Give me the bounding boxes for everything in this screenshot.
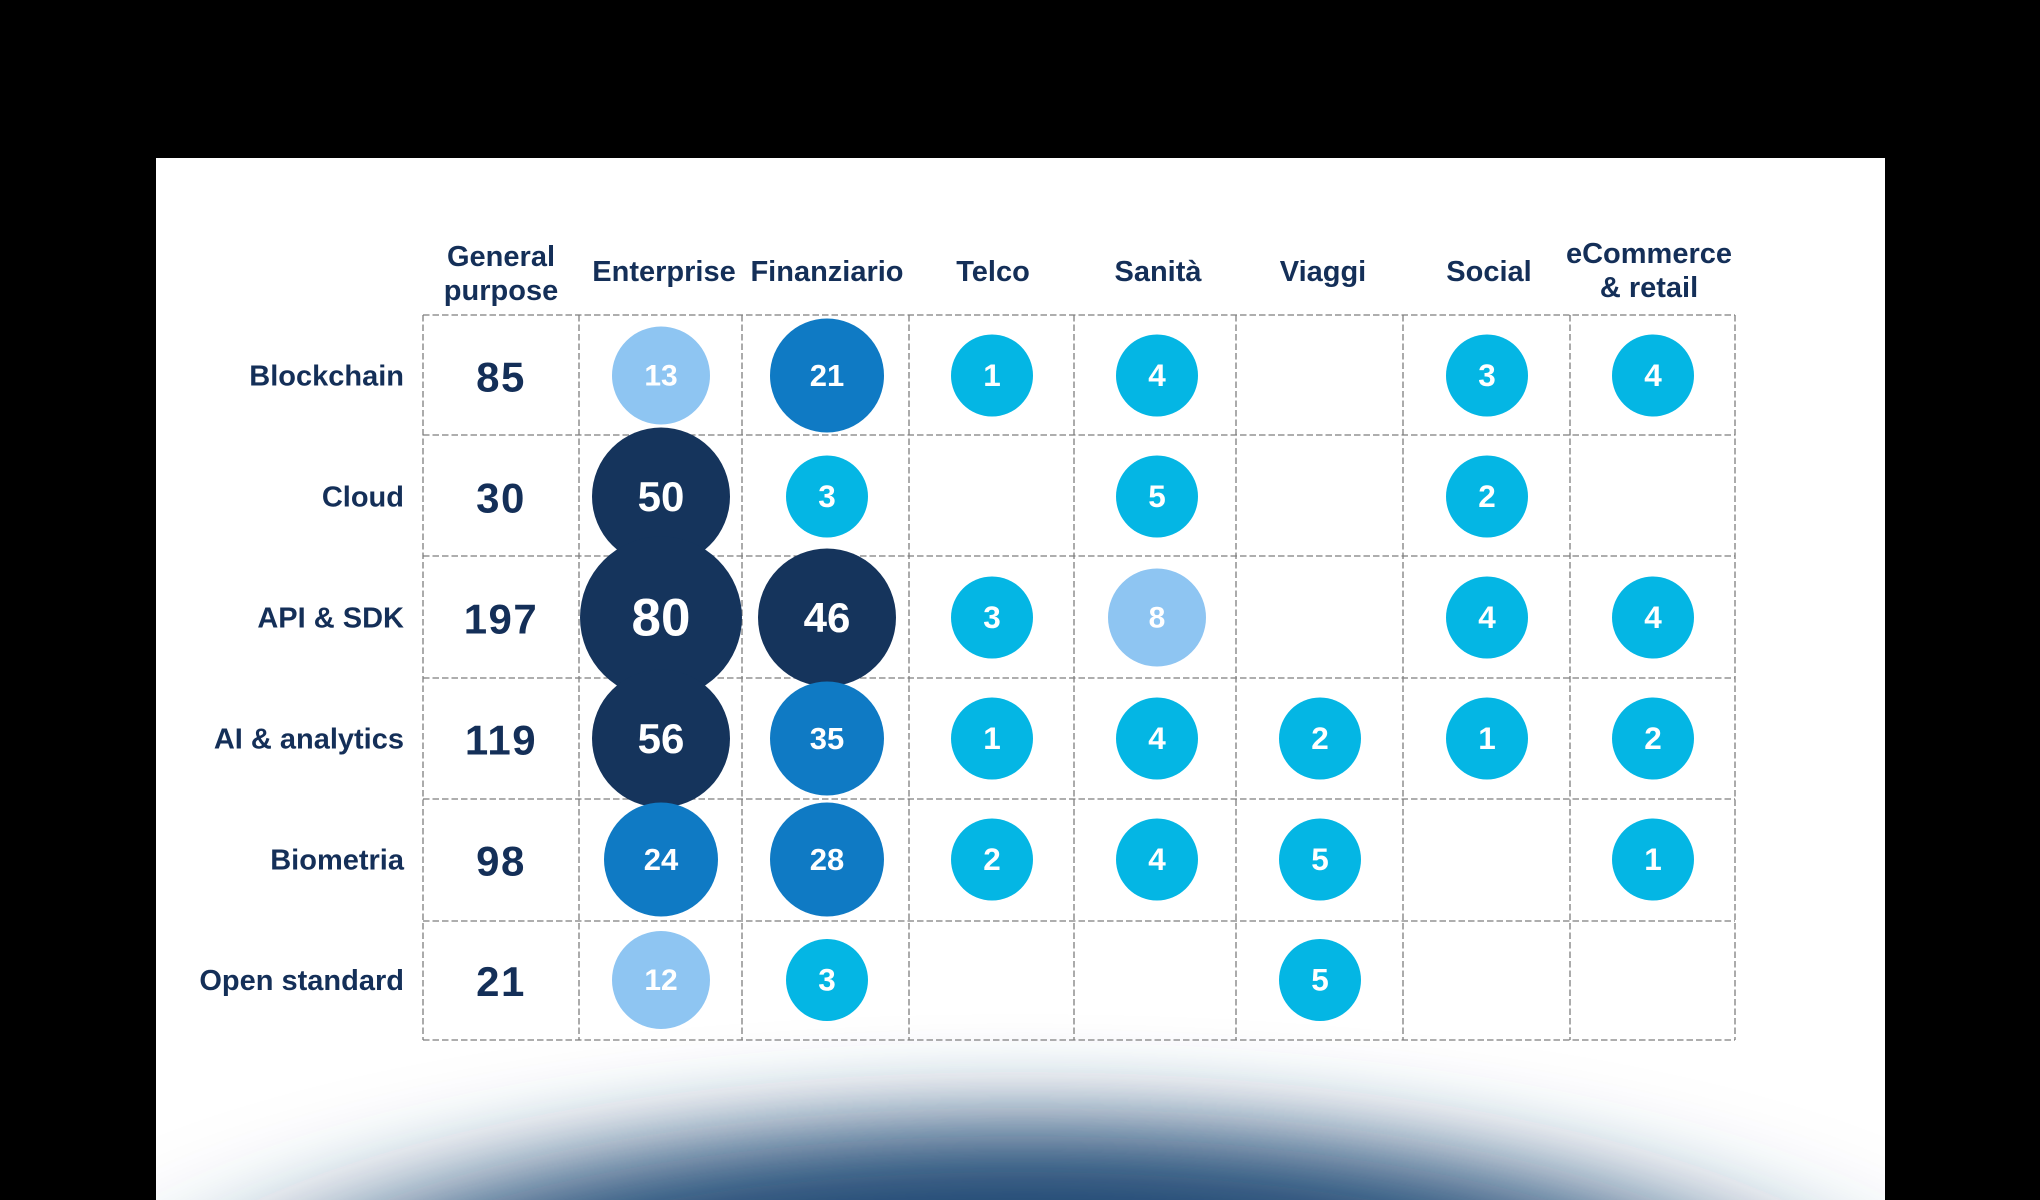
svg-text:General: General [447, 241, 555, 273]
svg-text:Social: Social [1446, 256, 1531, 288]
svg-text:46: 46 [804, 594, 851, 641]
svg-text:Open standard: Open standard [199, 965, 404, 997]
svg-text:4: 4 [1644, 599, 1662, 635]
svg-text:2: 2 [1478, 478, 1496, 514]
svg-text:13: 13 [644, 360, 677, 393]
svg-text:Enterprise: Enterprise [592, 256, 735, 288]
svg-text:3: 3 [1478, 357, 1496, 393]
svg-text:& retail: & retail [1600, 272, 1698, 304]
svg-text:2: 2 [983, 841, 1001, 877]
svg-text:21: 21 [476, 958, 526, 1005]
svg-text:28: 28 [810, 842, 844, 877]
svg-text:3: 3 [983, 599, 1001, 635]
svg-text:5: 5 [1311, 841, 1329, 877]
svg-text:197: 197 [464, 596, 539, 643]
svg-text:80: 80 [632, 588, 691, 647]
svg-text:Telco: Telco [956, 256, 1030, 288]
svg-text:21: 21 [810, 358, 844, 393]
svg-text:85: 85 [476, 354, 526, 401]
svg-text:1: 1 [983, 357, 1001, 393]
svg-text:2: 2 [1311, 720, 1329, 756]
svg-text:2: 2 [1644, 720, 1662, 756]
svg-text:4: 4 [1148, 720, 1166, 756]
svg-text:API & SDK: API & SDK [257, 603, 404, 635]
svg-text:Viaggi: Viaggi [1280, 256, 1367, 288]
svg-text:Blockchain: Blockchain [249, 361, 404, 393]
svg-text:Sanità: Sanità [1114, 256, 1202, 288]
svg-text:3: 3 [818, 478, 836, 514]
svg-text:eCommerce: eCommerce [1566, 238, 1732, 270]
svg-text:4: 4 [1478, 599, 1496, 635]
svg-text:24: 24 [644, 842, 679, 877]
svg-text:AI & analytics: AI & analytics [214, 724, 404, 756]
svg-text:56: 56 [638, 715, 685, 762]
svg-text:119: 119 [465, 717, 537, 764]
svg-text:30: 30 [476, 475, 526, 522]
svg-text:1: 1 [1478, 720, 1496, 756]
svg-text:35: 35 [810, 721, 844, 756]
svg-text:4: 4 [1148, 841, 1166, 877]
svg-text:4: 4 [1148, 357, 1166, 393]
svg-text:4: 4 [1644, 357, 1662, 393]
svg-text:Cloud: Cloud [322, 482, 404, 514]
svg-text:98: 98 [476, 838, 526, 885]
svg-text:1: 1 [983, 720, 1001, 756]
svg-text:50: 50 [638, 473, 685, 520]
svg-text:purpose: purpose [444, 275, 558, 307]
svg-text:8: 8 [1149, 602, 1166, 635]
svg-text:Finanziario: Finanziario [750, 256, 903, 288]
svg-text:1: 1 [1644, 841, 1662, 877]
svg-text:5: 5 [1311, 962, 1329, 998]
svg-text:12: 12 [644, 964, 677, 997]
svg-text:5: 5 [1148, 478, 1166, 514]
svg-text:Biometria: Biometria [270, 845, 405, 877]
svg-text:3: 3 [818, 962, 836, 998]
